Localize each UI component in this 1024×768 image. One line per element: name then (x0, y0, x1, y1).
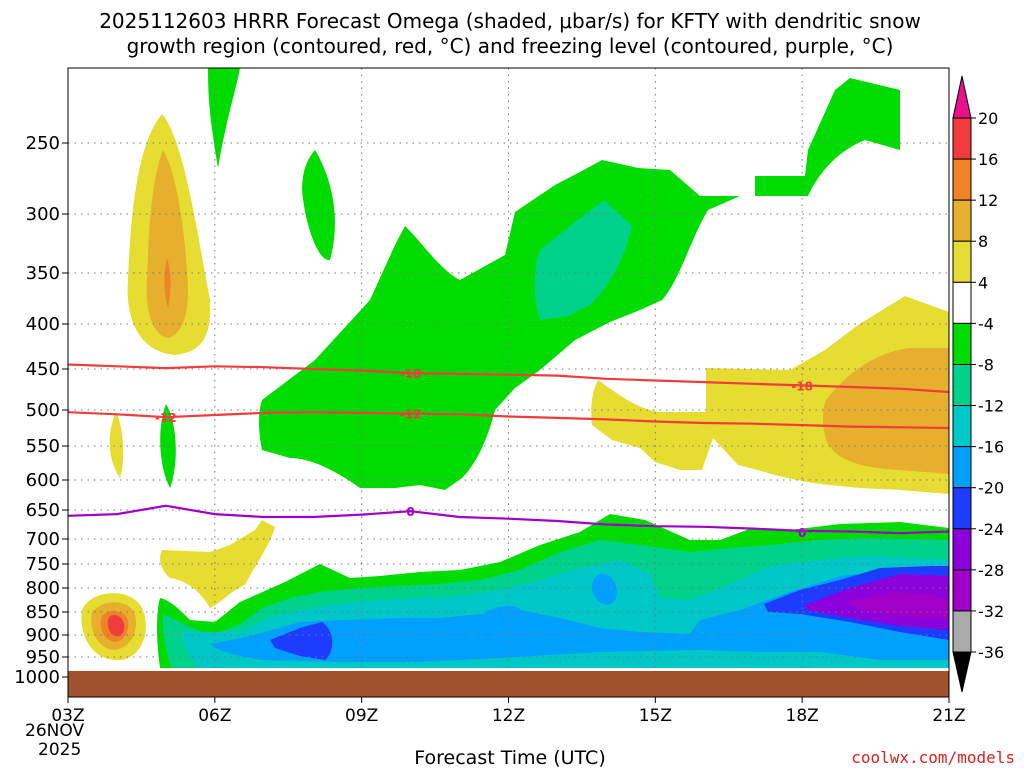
ascent-plume-04z-orange (164, 258, 171, 308)
colorbar-top-arrow (952, 75, 972, 119)
blob-yellow-04z-mid (109, 412, 124, 478)
x-tick-label-09Z: 09Z (345, 706, 378, 726)
colorbar-label--36: -36 (978, 643, 1004, 662)
y-tick-label-800: 800 (26, 578, 60, 599)
streak-green-06z-top (208, 68, 240, 168)
y-tick-label-550: 550 (26, 436, 60, 457)
y-tick-label-850: 850 (26, 602, 60, 623)
low-descent-purple-core (845, 592, 949, 618)
contour-label-0-1: -18 (791, 379, 813, 393)
colorbar-swatch--24 (952, 487, 972, 530)
x-axis: 03Z 06Z 09Z 12Z 15Z 18Z 21Z (51, 697, 966, 726)
contours: -18 -18 -12 -12 0 0 (68, 363, 949, 540)
colorbar-label--28: -28 (978, 561, 1004, 580)
low-descent-blue (210, 570, 949, 662)
y-tick-label-500: 500 (26, 400, 60, 421)
ascent-region-right-gold (823, 348, 949, 474)
blob-green-05z-mid (160, 404, 176, 488)
x-tick-label-18Z: 18Z (786, 706, 819, 726)
colorbar-label--12: -12 (978, 397, 1004, 416)
y-tick-label-900: 900 (26, 625, 60, 646)
y-tick-label-700: 700 (26, 529, 60, 550)
x-tick-label-03Z: 03Z (51, 706, 84, 726)
y-tick-label-450: 450 (26, 359, 60, 380)
colorbar-swatch--20 (952, 446, 972, 489)
contour-label-2-0: 0 (406, 505, 414, 519)
colorbar-swatch-16 (952, 117, 972, 160)
contour-line-0 (68, 363, 949, 394)
colorbar-swatch--32 (952, 569, 972, 612)
colorbar-swatch-8 (952, 199, 972, 242)
contour-label-1-1: -12 (400, 408, 422, 422)
colorbar-label--4: -4 (978, 314, 994, 333)
ground (68, 671, 949, 697)
low-descent-darkblue-08z (270, 622, 333, 660)
colorbar-label-4: 4 (978, 273, 988, 292)
colorbar-swatch-12 (952, 158, 972, 201)
colorbar: 20 16 12 8 4 -4 -8 -12 -16 -20 -24 -28 -32 -36 (952, 75, 1004, 693)
colorbar-swatch-4 (952, 240, 972, 283)
contour-label-2-1: 0 (798, 526, 806, 540)
y-tick-label-750: 750 (26, 554, 60, 575)
colorbar-label--32: -32 (978, 602, 1004, 621)
plot-area: -18 -18 -12 -12 0 0 (68, 68, 949, 697)
colorbar-label--16: -16 (978, 438, 1004, 457)
date-label-day: 26NOV (25, 721, 84, 741)
y-tick-label-250: 250 (26, 133, 60, 154)
contour-line-2 (68, 504, 949, 535)
y-tick-label-1000: 1000 (14, 667, 60, 688)
x-tick-label-12Z: 12Z (492, 706, 525, 726)
descent-region-teal (534, 200, 632, 320)
ascent-plume-04z-gold (146, 150, 188, 338)
colorbar-swatch--4 (952, 281, 972, 324)
streak-green-08z-upper (302, 150, 335, 261)
y-tick-label-300: 300 (26, 204, 60, 225)
y-tick-label-350: 350 (26, 263, 60, 284)
contour-line-1 (68, 411, 949, 430)
colorbar-label--8: -8 (978, 355, 994, 374)
gridlines (68, 68, 949, 697)
colorbar-swatch--12 (952, 363, 972, 407)
colorbar-bottom-arrow (952, 651, 972, 693)
y-tick-label-650: 650 (26, 500, 60, 521)
x-tick-label-06Z: 06Z (198, 706, 231, 726)
colorbar-label--20: -20 (978, 479, 1004, 498)
x-tick-label-21Z: 21Z (932, 706, 965, 726)
y-tick-label-600: 600 (26, 470, 60, 491)
credit-label: coolwx.com/models (851, 748, 1015, 767)
colorbar-swatch--36 (952, 610, 972, 653)
contour-label-1-0: -12 (155, 411, 177, 425)
colorbar-swatch--8 (952, 322, 972, 365)
colorbar-label-12: 12 (978, 191, 998, 210)
colorbar-label-20: 20 (978, 109, 998, 128)
x-axis-title: Forecast Time (UTC) (414, 747, 605, 768)
colorbar-swatch--16 (952, 405, 972, 448)
y-tick-label-950: 950 (26, 647, 60, 668)
date-label-year: 2025 (38, 740, 81, 760)
y-axis: 2503003504004505005506006507007508008509… (14, 133, 68, 688)
chart-title-line1: 2025112603 HRRR Forecast Omega (shaded, … (99, 9, 921, 33)
low-ascent-04z-red (107, 614, 125, 637)
low-descent-blue-spot-14z (591, 574, 617, 605)
chart-title-line2: growth region (contoured, red, °C) and f… (127, 34, 894, 58)
colorbar-swatch--28 (952, 528, 972, 571)
colorbar-label-8: 8 (978, 232, 988, 251)
omega-shading (81, 68, 949, 668)
x-tick-label-15Z: 15Z (639, 706, 672, 726)
contour-label-0-0: -18 (400, 367, 422, 381)
ground-fill (68, 671, 949, 697)
colorbar-label--24: -24 (978, 520, 1004, 539)
colorbar-label-16: 16 (978, 150, 998, 169)
y-tick-label-400: 400 (26, 314, 60, 335)
